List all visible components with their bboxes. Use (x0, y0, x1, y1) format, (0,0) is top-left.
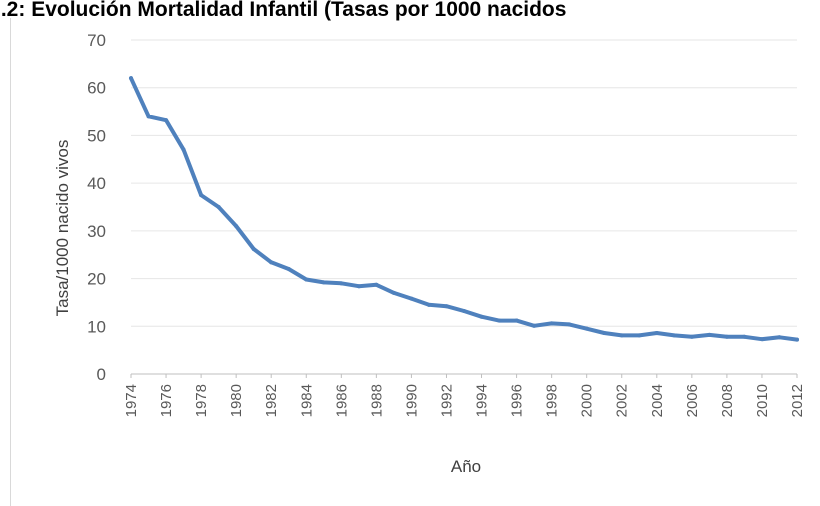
data-point (707, 332, 712, 337)
data-point (672, 333, 677, 338)
y-tick-label: 30 (87, 222, 106, 241)
data-point (567, 322, 572, 327)
x-tick-label: 1982 (263, 384, 280, 417)
data-point (602, 330, 607, 335)
data-point (339, 281, 344, 286)
data-point (234, 224, 239, 229)
gridlines (131, 39, 797, 327)
x-tick-label: 1990 (403, 384, 420, 417)
data-point (304, 277, 309, 282)
x-tick-label: 2004 (649, 384, 666, 417)
y-tick-label: 40 (87, 174, 106, 193)
x-tick-label: 1984 (298, 384, 315, 417)
x-tick-label: 1988 (368, 384, 385, 417)
data-point (426, 302, 431, 307)
series-line (129, 76, 799, 342)
data-point (181, 147, 186, 152)
x-tick-label: 1986 (333, 384, 350, 417)
y-tick-label: 70 (87, 31, 106, 50)
y-axis-label: Tasa/1000 nacido vivos (53, 140, 72, 317)
x-axis-ticks: 1974 1976 1978 1980 1982 1984 1986 1988 1990 1992… (123, 374, 806, 417)
data-point (462, 309, 466, 314)
x-tick-label: 2000 (579, 384, 596, 417)
data-point (689, 334, 694, 339)
data-point (391, 290, 396, 295)
y-axis-ticks: 0 10 20 30 40 50 60 70 (87, 31, 106, 384)
data-point (795, 337, 799, 342)
data-point (654, 330, 659, 335)
data-point (286, 267, 291, 272)
y-tick-label: 50 (87, 126, 106, 145)
data-point (759, 337, 764, 342)
data-point (619, 333, 624, 338)
data-point (479, 314, 484, 319)
data-point (356, 284, 361, 289)
chart-frame-border (10, 18, 11, 506)
data-point (532, 323, 537, 328)
data-point (444, 304, 449, 309)
x-tick-label: 1994 (474, 384, 491, 417)
data-point (321, 280, 326, 285)
data-point (584, 326, 589, 331)
data-point (637, 333, 642, 338)
data-point (164, 118, 169, 123)
x-tick-label: 2002 (614, 384, 631, 417)
x-tick-label: 1992 (438, 384, 455, 417)
x-tick-label: 2010 (754, 384, 771, 417)
y-tick-label: 0 (97, 365, 106, 384)
y-tick-label: 20 (87, 270, 106, 289)
x-tick-label: 2012 (789, 384, 806, 417)
x-tick-label: 1998 (544, 384, 561, 417)
data-point (374, 282, 379, 287)
data-point (146, 114, 151, 119)
data-point (742, 334, 747, 339)
x-tick-label: 1976 (158, 384, 175, 417)
data-point (514, 318, 519, 323)
data-point (216, 205, 221, 209)
x-tick-label: 2006 (684, 384, 701, 417)
data-point (251, 246, 256, 251)
x-tick-label: 1980 (228, 384, 245, 417)
data-point (724, 334, 729, 339)
data-point (269, 260, 274, 265)
data-points (129, 76, 799, 342)
y-tick-label: 10 (87, 317, 106, 336)
x-tick-label: 1996 (509, 384, 526, 417)
x-tick-label: 1978 (193, 384, 210, 417)
y-tick-label: 60 (87, 79, 106, 98)
data-point (777, 335, 782, 340)
data-point (497, 318, 502, 323)
x-axis-label: Año (451, 457, 481, 476)
x-tick-label: 2008 (719, 384, 736, 417)
data-point (409, 296, 414, 301)
data-point (549, 321, 554, 326)
x-tick-label: 1974 (123, 384, 140, 417)
data-point (129, 76, 133, 81)
data-point (199, 193, 204, 198)
chart-title: ra N.2: Evolución Mortalidad Infantil (T… (0, 0, 567, 21)
